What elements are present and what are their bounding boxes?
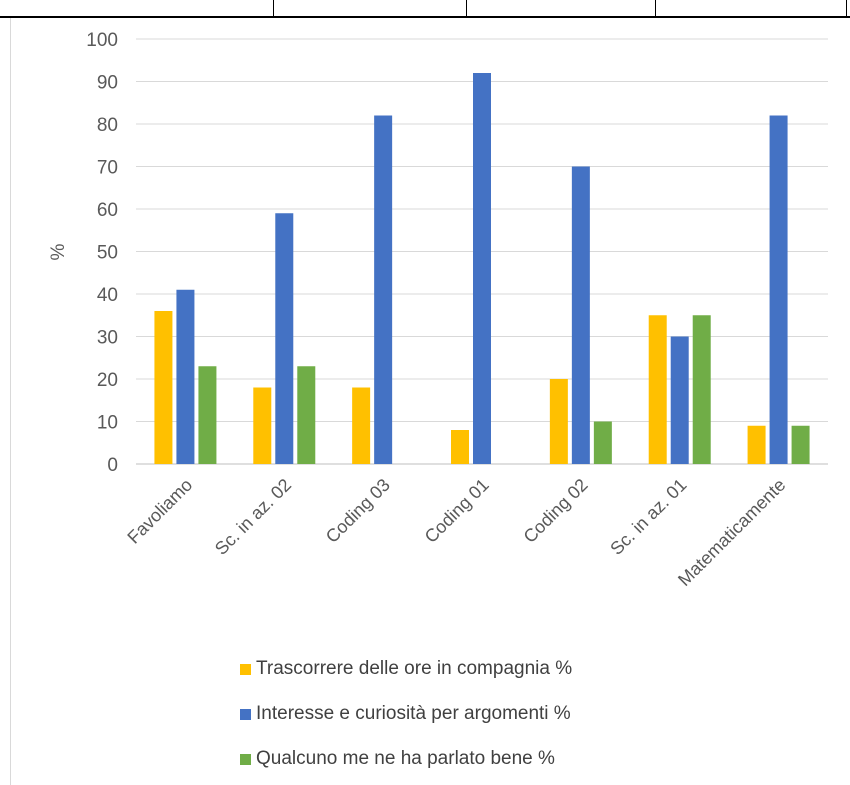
legend-swatch [240,753,251,765]
bar [176,289,195,464]
bar [593,421,612,464]
legend-swatch [240,708,251,720]
bar [352,387,371,464]
bar [791,425,810,464]
table-divider [466,0,467,16]
x-tick-label: Coding 01 [421,475,493,547]
x-tick-label: Sc. in az. 02 [211,475,295,559]
bar [374,115,393,464]
x-tick-label: Coding 02 [520,475,592,547]
y-tick-label: 30 [97,328,118,349]
bar [253,387,272,464]
legend-item-0: Trascorrere delle ore in compagnia % [240,658,572,680]
bar [451,430,469,464]
y-tick-label: 50 [97,243,118,264]
legend-swatch [240,663,251,675]
table-divider [655,0,656,16]
y-tick-label: 10 [97,413,118,434]
x-tick-label: Matematicamente [674,475,789,590]
x-tick-label: Coding 03 [322,475,394,547]
bar [549,379,568,464]
bar [670,336,689,464]
bar [297,366,316,464]
top-table-border [0,0,850,18]
y-tick-label: 80 [97,115,118,136]
bar [198,366,217,464]
y-tick-label: 20 [97,370,118,391]
y-tick-label: 100 [86,30,118,51]
bar [275,213,294,464]
legend-item-2: Qualcuno me ne ha parlato bene % [240,748,555,770]
x-tick-label: Sc. in az. 01 [606,475,690,559]
y-axis-label: % [48,243,69,260]
y-tick-label: 60 [97,200,118,221]
bar [769,115,788,464]
y-tick-label: 40 [97,285,118,306]
bar [747,425,766,464]
left-border [10,18,11,785]
legend-label: Qualcuno me ne ha parlato bene % [256,748,555,769]
y-tick-label: 0 [107,455,118,476]
legend-label: Trascorrere delle ore in compagnia % [256,658,573,679]
table-divider [273,0,274,16]
y-tick-label: 90 [97,73,118,94]
x-tick-label: Favoliamo [123,475,196,548]
table-divider [846,0,847,16]
bar [154,311,173,464]
bar [473,73,491,464]
bar [648,315,667,464]
bar [571,166,590,464]
legend-item-1: Interesse e curiosità per argomenti % [240,703,571,725]
bar [692,315,711,464]
legend-label: Interesse e curiosità per argomenti % [256,703,571,724]
y-tick-label: 70 [97,158,118,179]
